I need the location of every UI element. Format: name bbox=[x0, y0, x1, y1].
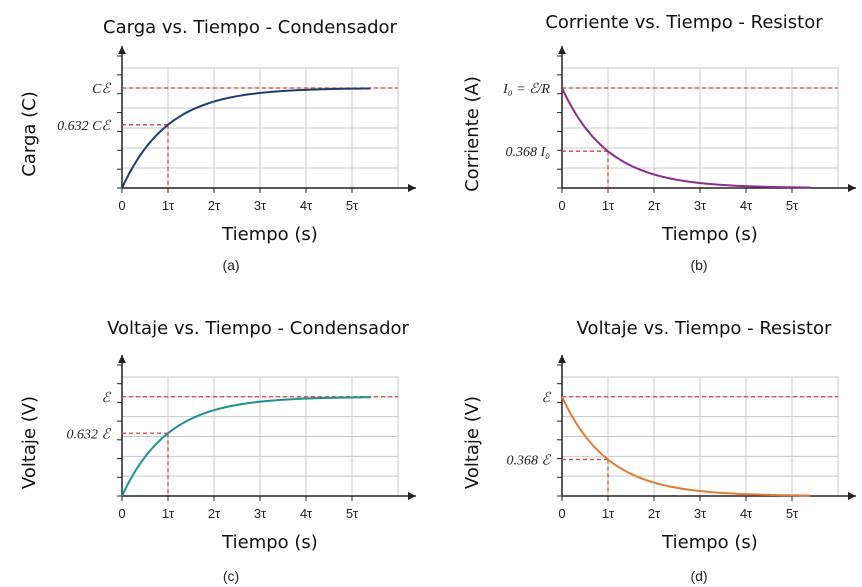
x-tick-label: 4τ bbox=[300, 198, 313, 213]
x-tick-label: 0 bbox=[118, 198, 125, 213]
y-tick-label: ℰ bbox=[102, 391, 112, 406]
y-tick-label: 0.368 ℰ bbox=[507, 453, 552, 468]
chart-panel-d: 0 1τ 2τ 3τ 4τ 5τ 0.368 ℰ ℰ Voltaje vs. Tiempo - … bbox=[462, 318, 856, 584]
x-tick-label: 5τ bbox=[786, 506, 799, 521]
x-tick-label: 3τ bbox=[254, 506, 267, 521]
x-tick-label: 0 bbox=[558, 198, 565, 213]
chart-panel-a: 0 1τ 2τ 3τ 4τ 5τ 0.632 Cℰ Cℰ Carga vs. Tiempo - … bbox=[19, 17, 416, 273]
y-axis-arrow-icon bbox=[118, 355, 126, 363]
x-tick-label: 1τ bbox=[602, 198, 615, 213]
y-axis-arrow-icon bbox=[558, 355, 566, 363]
series-line bbox=[121, 396, 371, 497]
chart-title: Carga vs. Tiempo - Condensador bbox=[103, 17, 398, 38]
y-axis-label: Corriente (A) bbox=[462, 76, 483, 192]
series-line bbox=[561, 396, 811, 497]
panel-caption: (c) bbox=[223, 568, 239, 584]
x-tick-label: 2τ bbox=[208, 198, 221, 213]
y-tick-label: I₀ = ℰ/R bbox=[502, 82, 550, 97]
x-axis-arrow-icon bbox=[408, 184, 416, 192]
x-tick-label: 3τ bbox=[254, 198, 267, 213]
y-tick-label: Cℰ bbox=[92, 82, 111, 97]
x-axis-arrow-icon bbox=[848, 492, 856, 500]
chart-panel-c: 0 1τ 2τ 3τ 4τ 5τ 0.632 ℰ ℰ Voltaje vs. Tiempo - … bbox=[19, 318, 416, 584]
x-axis-label: Tiempo (s) bbox=[221, 532, 318, 553]
x-tick-label: 0 bbox=[558, 506, 565, 521]
x-axis-arrow-icon bbox=[408, 492, 416, 500]
y-tick-label: 0.632 ℰ bbox=[67, 427, 112, 442]
y-axis-label: Voltaje (V) bbox=[19, 396, 40, 489]
x-tick-label: 3τ bbox=[694, 506, 707, 521]
y-tick-label: 0.632 Cℰ bbox=[57, 119, 111, 134]
x-tick-label: 5τ bbox=[346, 198, 359, 213]
x-axis-label: Tiempo (s) bbox=[221, 224, 318, 245]
x-axis-label: Tiempo (s) bbox=[661, 532, 758, 553]
chart-panel-b: 0 1τ 2τ 3τ 4τ 5τ 0.368 I₀ I₀ = ℰ/R Corriente vs.… bbox=[462, 12, 856, 273]
y-axis-arrow-icon bbox=[118, 46, 126, 54]
series-line bbox=[121, 87, 371, 189]
y-axis-arrow-icon bbox=[558, 46, 566, 54]
x-tick-label: 1τ bbox=[162, 198, 175, 213]
y-axis-label: Carga (C) bbox=[19, 91, 40, 176]
series-line bbox=[561, 87, 811, 189]
x-tick-label: 4τ bbox=[740, 198, 753, 213]
chart-title: Voltaje vs. Tiempo - Condensador bbox=[107, 318, 409, 339]
x-tick-label: 5τ bbox=[346, 506, 359, 521]
x-tick-label: 1τ bbox=[602, 506, 615, 521]
chart-title: Corriente vs. Tiempo - Resistor bbox=[545, 12, 823, 33]
x-tick-label: 5τ bbox=[786, 198, 799, 213]
x-tick-label: 3τ bbox=[694, 198, 707, 213]
x-axis-label: Tiempo (s) bbox=[661, 224, 758, 245]
chart-title: Voltaje vs. Tiempo - Resistor bbox=[577, 318, 832, 339]
x-tick-label: 2τ bbox=[648, 198, 661, 213]
panel-caption: (d) bbox=[690, 568, 707, 584]
x-tick-label: 2τ bbox=[648, 506, 661, 521]
x-axis-arrow-icon bbox=[848, 184, 856, 192]
x-tick-label: 2τ bbox=[208, 506, 221, 521]
x-tick-label: 0 bbox=[118, 506, 125, 521]
y-tick-label: ℰ bbox=[542, 391, 552, 406]
y-axis-label: Voltaje (V) bbox=[462, 396, 483, 489]
panel-caption: (a) bbox=[222, 257, 239, 273]
y-tick-label: 0.368 I₀ bbox=[505, 145, 550, 160]
x-tick-label: 1τ bbox=[162, 506, 175, 521]
panel-caption: (b) bbox=[690, 257, 707, 273]
x-tick-label: 4τ bbox=[300, 506, 313, 521]
x-tick-label: 4τ bbox=[740, 506, 753, 521]
